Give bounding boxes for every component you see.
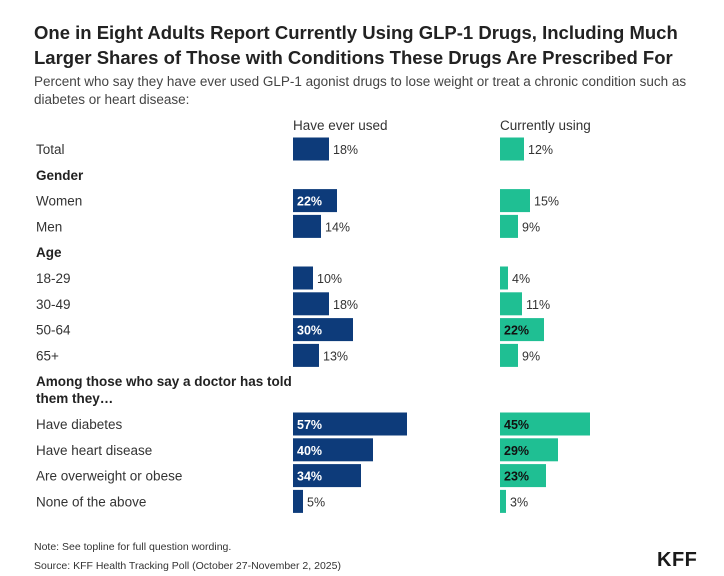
- data-label-0-12: 34%: [297, 470, 322, 484]
- chart-subtitle: Percent who say they have ever used GLP-…: [34, 74, 687, 107]
- series-header-0: Have ever used: [293, 118, 388, 133]
- bar-1-12: [500, 464, 546, 488]
- bar-1-6: [500, 292, 522, 316]
- bar-0-7: [293, 318, 353, 342]
- bar-0-13: [293, 489, 303, 513]
- row-label-3: Men: [36, 219, 62, 234]
- data-label-0-7: 30%: [297, 324, 322, 338]
- chart-title: One in Eight Adults Report Currently Usi…: [34, 22, 678, 68]
- row-label-2: Women: [36, 194, 82, 209]
- data-label-0-6: 18%: [333, 298, 358, 312]
- data-label-1-12: 23%: [504, 470, 529, 484]
- data-label-0-8: 13%: [323, 349, 348, 363]
- data-label-0-5: 10%: [317, 272, 342, 286]
- bar-1-5: [500, 266, 508, 290]
- group-header-9: them they…: [36, 391, 113, 406]
- data-label-0-0: 18%: [333, 143, 358, 157]
- source-text: Source: KFF Health Tracking Poll (Octobe…: [34, 560, 341, 572]
- bar-1-0: [500, 137, 524, 161]
- data-label-0-13: 5%: [307, 495, 325, 509]
- bar-1-8: [500, 343, 518, 367]
- data-label-0-3: 14%: [325, 220, 350, 234]
- group-header-4: Age: [36, 245, 62, 260]
- row-label-13: None of the above: [36, 494, 146, 509]
- bar-1-13: [500, 489, 506, 513]
- row-label-5: 18-29: [36, 271, 71, 286]
- data-label-1-8: 9%: [522, 349, 540, 363]
- bar-0-12: [293, 464, 361, 488]
- bar-1-11: [500, 438, 558, 462]
- row-label-0: Total: [36, 142, 65, 157]
- row-label-8: 65+: [36, 348, 59, 363]
- row-label-6: 30-49: [36, 297, 71, 312]
- bar-0-10: [293, 412, 407, 436]
- data-label-1-5: 4%: [512, 272, 530, 286]
- bar-0-2: [293, 189, 337, 213]
- data-label-1-13: 3%: [510, 495, 528, 509]
- data-label-1-3: 9%: [522, 220, 540, 234]
- row-label-12: Are overweight or obese: [36, 469, 182, 484]
- bar-0-8: [293, 343, 319, 367]
- data-label-0-11: 40%: [297, 444, 322, 458]
- group-header-9: Among those who say a doctor has told: [36, 374, 292, 389]
- bar-1-2: [500, 189, 530, 213]
- data-label-0-2: 22%: [297, 195, 322, 209]
- data-label-1-10: 45%: [504, 418, 529, 432]
- bar-0-3: [293, 214, 321, 238]
- bar-1-7: [500, 318, 544, 342]
- bar-0-6: [293, 292, 329, 316]
- bar-0-11: [293, 438, 373, 462]
- group-header-1: Gender: [36, 168, 84, 183]
- data-label-1-7: 22%: [504, 324, 529, 338]
- data-label-1-6: 11%: [526, 298, 550, 312]
- bar-1-10: [500, 412, 590, 436]
- data-label-0-10: 57%: [297, 418, 322, 432]
- bar-0-0: [293, 137, 329, 161]
- series-header-1: Currently using: [500, 118, 591, 133]
- bar-0-5: [293, 266, 313, 290]
- data-label-1-2: 15%: [534, 195, 559, 209]
- row-label-7: 50-64: [36, 323, 71, 338]
- row-label-10: Have diabetes: [36, 417, 123, 432]
- bar-1-3: [500, 214, 518, 238]
- data-label-1-11: 29%: [504, 444, 529, 458]
- row-label-11: Have heart disease: [36, 443, 152, 458]
- note-text: Note: See topline for full question word…: [34, 541, 232, 553]
- kff-logo: KFF: [657, 549, 698, 571]
- data-label-1-0: 12%: [528, 143, 553, 157]
